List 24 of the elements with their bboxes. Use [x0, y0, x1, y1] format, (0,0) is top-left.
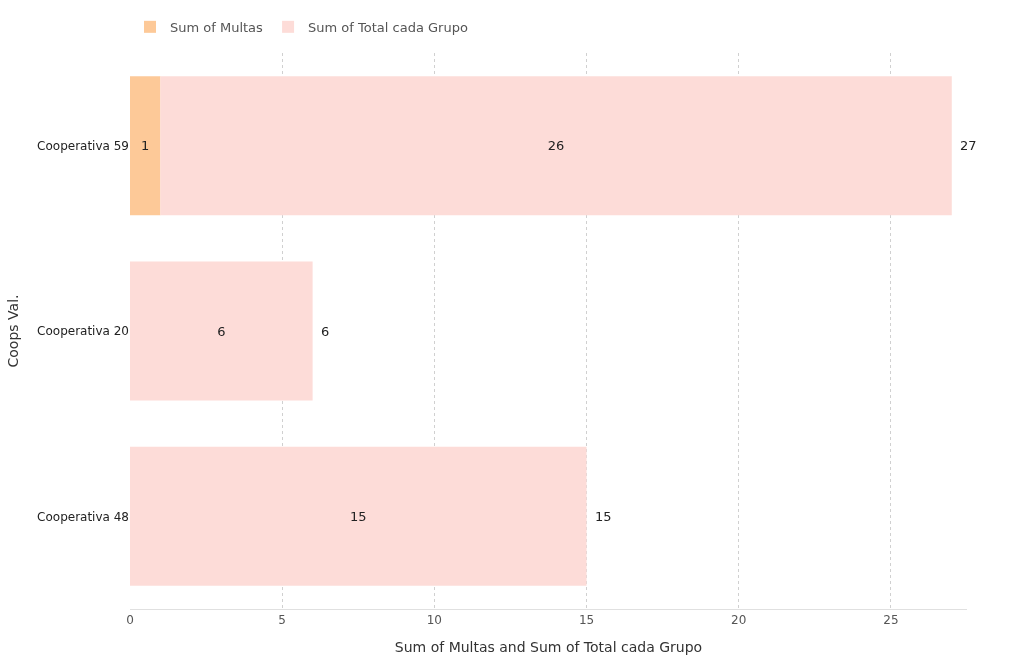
x-axis-title: Sum of Multas and Sum of Total cada Grupo [394, 638, 703, 655]
y-tick-label: Cooperativa 59 [37, 138, 129, 153]
x-tick-label: 10 [426, 613, 442, 628]
bar [130, 446, 587, 586]
x-tick-label: 25 [883, 613, 899, 628]
x-tick-label: 0 [126, 613, 134, 628]
total-label: 27 [960, 138, 977, 153]
data-label: 1 [141, 138, 150, 154]
x-tick-label: 15 [578, 613, 595, 628]
data-label: 15 [350, 508, 367, 524]
y-tick-label: Cooperativa 20 [37, 324, 129, 339]
bar [160, 76, 952, 216]
bar [130, 261, 313, 401]
y-tick-label: Cooperativa 48 [37, 509, 129, 524]
x-tick-label: 5 [278, 613, 286, 628]
x-tick-label: 20 [731, 613, 747, 628]
legend-label: Sum of Total cada Grupo [308, 19, 468, 35]
y-axis-title: Coops Val. [4, 294, 21, 368]
data-label: 6 [217, 323, 226, 339]
legend-label: Sum of Multas [170, 19, 264, 35]
data-label: 26 [547, 138, 565, 154]
total-label: 6 [321, 324, 330, 339]
total-label: 15 [595, 509, 612, 524]
bar [130, 76, 161, 216]
